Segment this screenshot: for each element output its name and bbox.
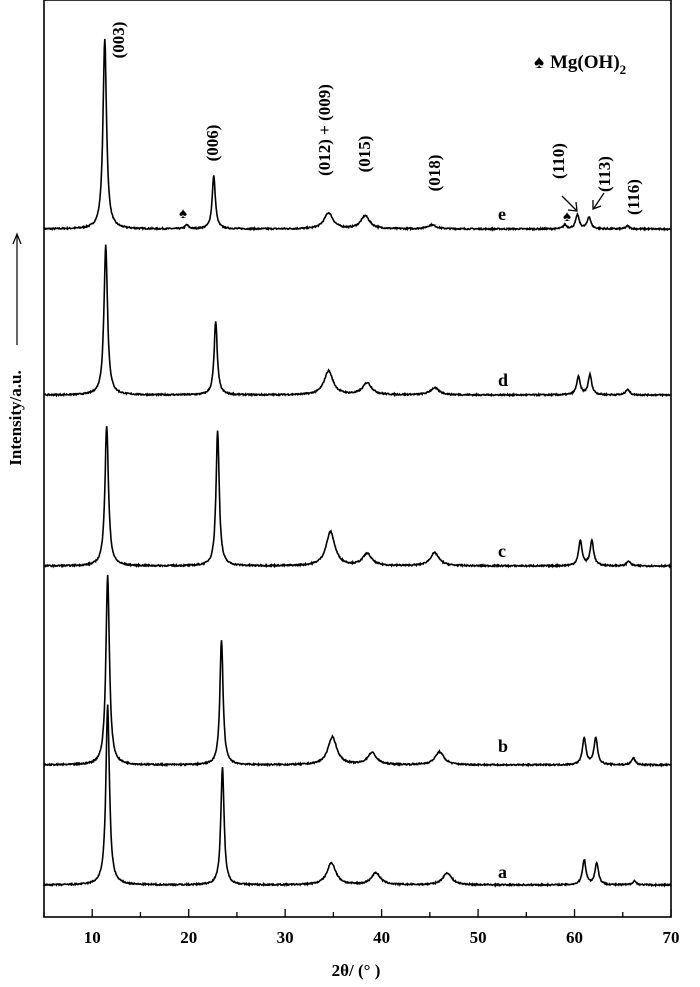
y-axis-title-group: Intensity/a.u. [6, 232, 25, 466]
peak-label-018: (018) [425, 155, 444, 192]
legend-symbol: ♠ [534, 52, 544, 73]
arrow-110-head [567, 201, 578, 212]
mgoh2-markers: ♠ ♠ [179, 206, 571, 225]
trace-a [44, 704, 671, 888]
arrow-113-shaft [593, 192, 605, 209]
y-axis-title: Intensity/a.u. [6, 370, 25, 465]
peak-label-113: (113) [595, 156, 614, 192]
x-tick-label-10: 10 [84, 928, 101, 947]
peak-label-015: (015) [355, 136, 374, 173]
trace-label-a: a [498, 862, 507, 882]
traces-layer [44, 38, 671, 888]
x-axis-ticks: 10 20 30 40 50 60 70 [43, 909, 680, 947]
trace-d [44, 244, 671, 398]
legend-subscript: 2 [620, 62, 627, 77]
peak-labels: (003) (006) (012) + (009) (015) (018) (1… [109, 22, 643, 215]
x-tick-label-50: 50 [470, 928, 487, 947]
arrow-110-shaft [561, 195, 577, 211]
x-tick-label-30: 30 [277, 928, 294, 947]
trace-label-e: e [498, 204, 506, 224]
x-axis-title: 2θ/ (° ) [332, 961, 381, 980]
trace-c [44, 426, 671, 569]
legend: ♠ Mg(OH)2 [534, 52, 626, 77]
x-tick-label-70: 70 [663, 928, 680, 947]
peak-arrows [561, 192, 605, 212]
peak-label-003: (003) [109, 22, 128, 59]
trace-e [44, 38, 671, 233]
x-tick-label-20: 20 [180, 928, 197, 947]
trace-label-b: b [498, 736, 508, 756]
peak-label-110: (110) [549, 143, 568, 179]
x-tick-label-60: 60 [566, 928, 583, 947]
arrow-113-head [592, 200, 602, 210]
peak-label-116: (116) [624, 179, 643, 215]
mgoh2-marker-59deg: ♠ [563, 209, 571, 225]
plot-frame [43, 0, 672, 918]
x-tick-label-40: 40 [373, 928, 390, 947]
peak-label-012-009: (012) + (009) [315, 84, 334, 176]
trace-labels: e d c b a [498, 204, 508, 882]
trace-label-d: d [498, 370, 508, 390]
trace-b [44, 574, 671, 768]
legend-formula: Mg(OH) [550, 52, 620, 73]
mgoh2-marker-20deg: ♠ [179, 206, 187, 222]
legend-text: Mg(OH)2 [550, 52, 626, 77]
y-axis-arrow-head [12, 232, 22, 245]
trace-label-c: c [498, 541, 506, 561]
peak-label-006: (006) [203, 125, 222, 162]
